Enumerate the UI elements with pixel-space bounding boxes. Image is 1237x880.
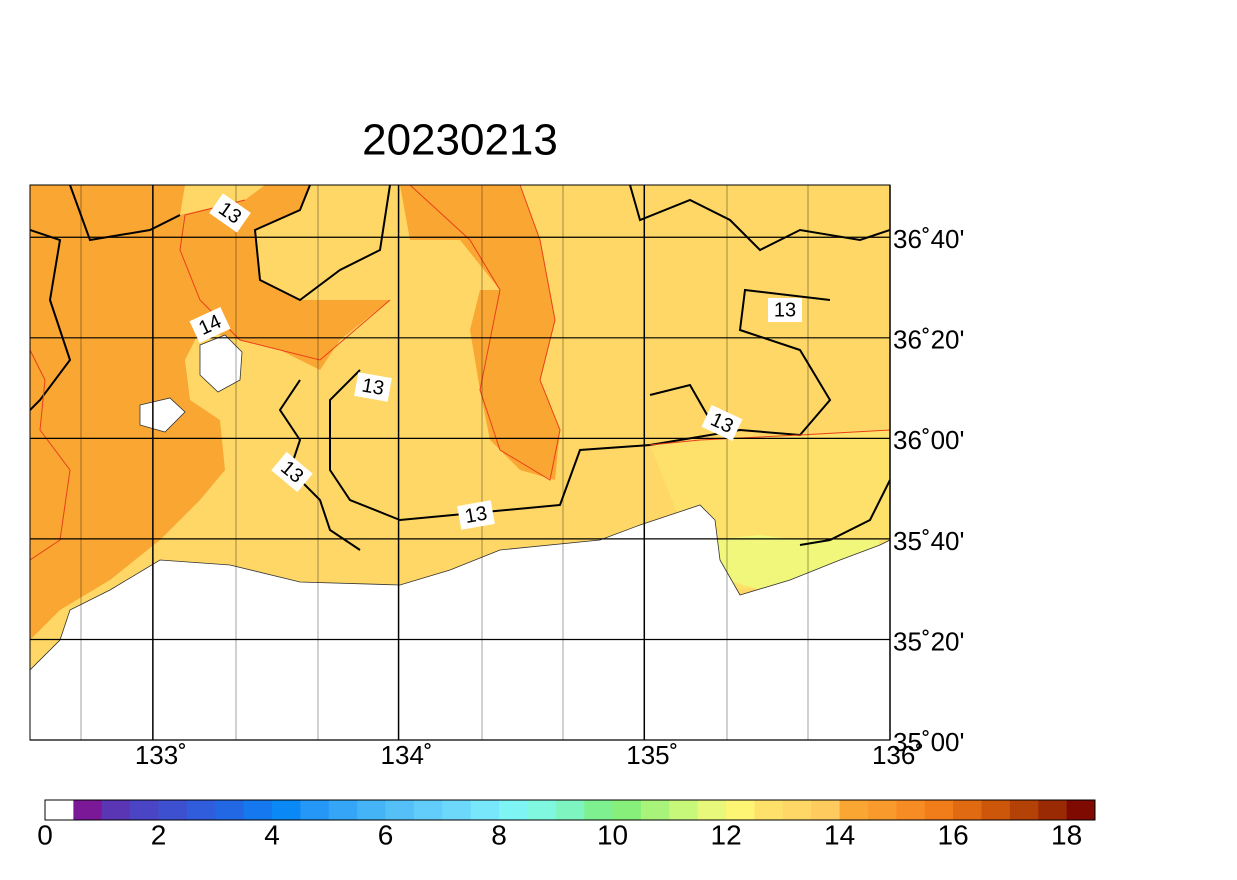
colorbar-box [158,800,188,820]
land [30,504,890,740]
contour-label-bg [271,451,313,493]
island [199,334,243,393]
contour-line [409,185,561,481]
x-tick-label: 134˚ [381,740,433,770]
colorbar-box [413,800,443,820]
colorbar-tick-label: 6 [378,819,394,850]
warm-region [400,185,560,480]
warm-region [30,185,390,640]
colorbar-box [669,800,699,820]
contour-label: 13 [457,500,495,530]
y-tick-label: 36˚00' [893,425,964,455]
contour-label-bg [354,372,392,402]
colorbar-box [1038,800,1068,820]
colorbar-tick-label: 18 [1051,819,1082,850]
colorbar-box [101,800,131,820]
colorbar-box [442,800,472,820]
colorbar-tick-label: 14 [824,819,855,850]
colorbar-box [272,800,301,820]
colorbar-tick-label: 8 [491,819,507,850]
colorbar-box [640,800,670,820]
colorbar-tick-label: 10 [597,819,628,850]
colorbar-box [584,800,614,820]
colorbar-tick-label: 16 [938,819,969,850]
colorbar-box [130,800,160,820]
island [139,397,186,433]
contour-line [179,199,391,361]
x-tick-label: 133˚ [135,740,187,770]
colorbar-box [1009,800,1039,820]
colorbar-box [867,800,897,820]
map-title: 20230213 [362,116,558,165]
colorbar-box [612,800,642,820]
colorbar-box [811,800,841,820]
colorbar-tick-label: 2 [151,819,167,850]
colorbar-box [186,800,216,820]
contour-line [629,185,890,252]
y-tick-label: 35˚00' [893,727,964,757]
contour-label-text: 13 [774,299,796,321]
contour-line [649,429,890,446]
contour-label-text: 13 [360,375,386,401]
colorbar-box [328,800,358,820]
x-tick-label: 135˚ [626,740,678,770]
colorbar-box [697,800,727,820]
colorbar-box [782,800,812,820]
colorbar-box [754,800,784,820]
colorbar-box [243,800,273,820]
colorbar-tick-label: 4 [264,819,280,850]
contour-label-text: 13 [463,503,489,529]
contour-line [649,383,711,421]
colorbar-box [981,800,1011,820]
colorbar-box [527,800,557,820]
colorbar-box [499,800,528,820]
colorbar-box [924,800,954,820]
colorbar-box [45,800,74,820]
x-tick-label: 136˚ [872,740,924,770]
y-tick-label: 35˚40' [893,526,964,556]
colorbar-box [555,800,585,820]
y-tick-label: 35˚20' [893,626,964,656]
colorbar-frame [44,799,1096,821]
contour-label-bg [701,404,743,442]
colorbar-box [1066,800,1096,820]
contour-line [799,479,890,546]
minor-grid [80,185,809,740]
y-tick-label: 36˚40' [893,224,964,254]
colorbar-box [726,800,755,820]
y-tick-label: 36˚20' [893,325,964,355]
colorbar-box [953,800,982,820]
colorbar-box [839,800,869,820]
colorbar-box [215,800,245,820]
contour-line [30,229,72,411]
contour-label-bg [768,298,802,322]
contour-label-bg [189,306,231,344]
contour-label: 13 [354,372,392,402]
contour-line [69,185,181,242]
contour-line [30,349,71,561]
contour-label: 13 [768,298,802,322]
contour-line [253,185,391,302]
colorbar-box [73,800,103,820]
field [30,185,890,740]
contour-label-bg [209,193,251,233]
colorbar-box [896,800,926,820]
colorbar-box [300,800,330,820]
contour-label-bg [457,500,495,530]
colorbar-box [357,800,387,820]
colorbar-box [385,800,415,820]
colorbar-box [470,800,500,820]
colorbar-tick-label: 12 [711,819,742,850]
colorbar-tick-label: 0 [37,819,53,850]
